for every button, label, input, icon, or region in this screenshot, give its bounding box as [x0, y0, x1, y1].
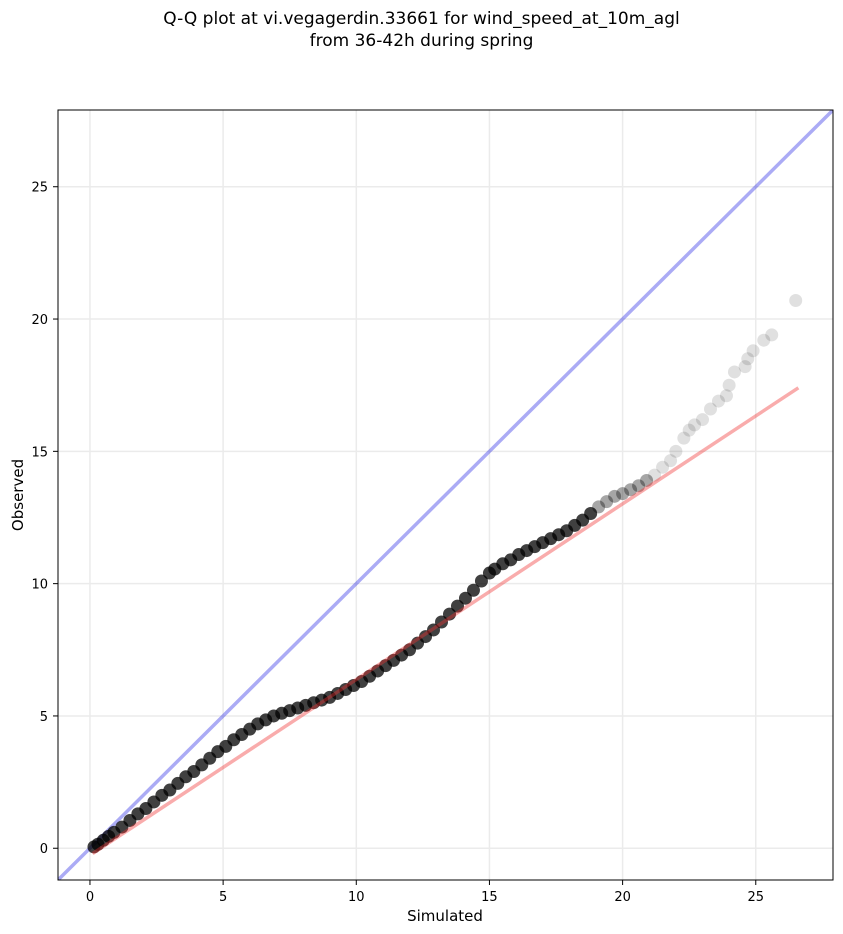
chart-title-line-1: Q-Q plot at vi.vegagerdin.33661 for wind… — [163, 9, 680, 29]
x-tick-label: 15 — [481, 890, 498, 905]
data-point — [616, 487, 630, 501]
data-point — [584, 507, 598, 521]
axis-ticks: 0 5 10 15 20 25 0 5 10 15 20 25 — [31, 181, 764, 905]
data-point — [640, 473, 654, 487]
data-point — [600, 495, 614, 509]
data-point — [656, 460, 670, 474]
data-point — [677, 431, 691, 445]
y-tick-label: 20 — [31, 313, 48, 328]
data-point — [682, 423, 696, 437]
data-point — [789, 294, 803, 308]
data-point — [757, 333, 771, 347]
data-point — [664, 454, 678, 468]
data-point — [466, 583, 480, 597]
data-point — [608, 489, 622, 503]
x-tick-label: 5 — [219, 890, 227, 905]
y-tick-label: 25 — [31, 181, 48, 196]
reference-line — [58, 110, 833, 880]
data-point — [727, 365, 741, 379]
data-point — [592, 500, 606, 514]
x-axis-label: Simulated — [407, 907, 483, 925]
x-tick-label: 20 — [614, 890, 631, 905]
data-point — [719, 389, 733, 403]
data-point — [703, 402, 717, 416]
data-point — [450, 599, 464, 613]
data-point — [435, 615, 449, 629]
x-tick-label: 25 — [747, 890, 764, 905]
data-point — [632, 479, 646, 493]
data-point — [722, 378, 736, 392]
data-point — [648, 468, 662, 482]
plot-frame — [57, 109, 834, 881]
data-point — [711, 394, 725, 408]
data-point — [427, 623, 441, 637]
chart-title: Q-Q plot at vi.vegagerdin.33661 for wind… — [0, 8, 843, 52]
data-point — [669, 444, 683, 458]
data-point — [741, 352, 755, 366]
plot-marks — [58, 110, 833, 880]
data-point — [738, 360, 752, 374]
data-point — [746, 344, 760, 358]
x-tick-label: 10 — [348, 890, 365, 905]
y-tick-label: 0 — [40, 842, 48, 857]
data-point — [624, 483, 638, 497]
fit-line — [91, 386, 800, 856]
data-point — [474, 574, 488, 588]
data-point — [765, 328, 779, 342]
data-point — [458, 591, 472, 605]
data-point — [442, 607, 456, 621]
chart-title-line-2: from 36-42h during spring — [309, 31, 534, 51]
x-tick-label: 0 — [86, 890, 94, 905]
y-tick-label: 5 — [40, 710, 48, 725]
grid-lines — [58, 110, 833, 880]
data-point — [696, 413, 710, 427]
y-tick-label: 10 — [31, 578, 48, 593]
data-point — [688, 418, 702, 432]
y-axis-label: Observed — [9, 459, 27, 531]
y-tick-label: 15 — [31, 445, 48, 460]
